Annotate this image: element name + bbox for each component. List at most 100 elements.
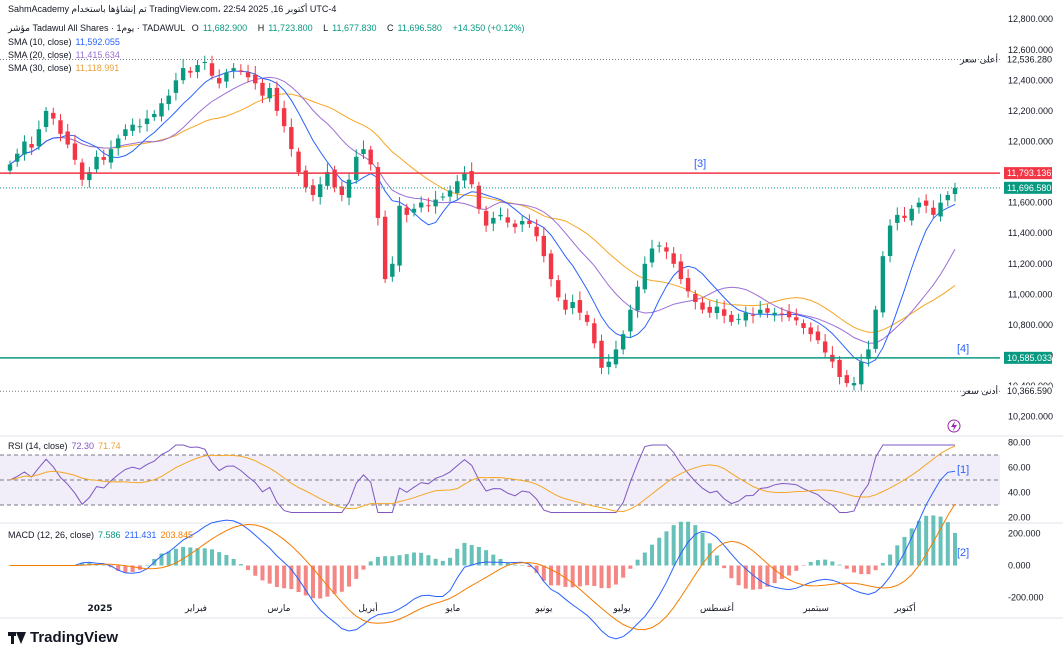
candle-body — [873, 309, 878, 349]
candle-body — [368, 149, 373, 165]
candle-body — [15, 153, 20, 162]
candle-body — [166, 95, 171, 105]
candle-body — [476, 185, 482, 209]
macd-hist-bar — [902, 536, 907, 566]
candle-body — [671, 253, 676, 264]
symbol-name[interactable]: مؤشر Tadawul All Shares · يوم1 · TADAWUL — [8, 23, 186, 33]
rsi-tick-label: 40.00 — [1008, 488, 1031, 498]
candle-body — [584, 314, 590, 322]
macd-hist-bar — [202, 548, 207, 566]
candle-body — [721, 309, 727, 316]
price-tick-label: 11,200.000 — [1008, 259, 1052, 269]
candle-body — [599, 340, 604, 368]
rsi-legend[interactable]: RSI (14, close) 72.30 71.74 — [8, 441, 125, 451]
macd-hist-bar — [700, 532, 705, 566]
macd-hist-bar — [866, 565, 871, 575]
macd-hist-bar — [650, 544, 655, 566]
candle-body — [887, 225, 893, 257]
tradingview-logo[interactable]: TradingView — [8, 629, 118, 646]
candle-body — [534, 226, 539, 237]
time-tick-label: 2025 — [87, 604, 112, 614]
candle-body — [642, 263, 648, 290]
macd-hist-bar — [332, 565, 337, 594]
macd-legend[interactable]: MACD (12, 26, close) 7.586 211.431 203.845 — [8, 530, 197, 540]
candle-body — [815, 331, 821, 341]
price-tick-label: 10,800.000 — [1008, 320, 1053, 330]
macd-value: 211.431 — [124, 530, 157, 540]
macd-hist-bar — [924, 515, 929, 566]
sma10-legend[interactable]: SMA (10, close) 11,592.055 — [8, 37, 124, 47]
macd-hist-bar — [397, 555, 402, 566]
candle-body — [123, 129, 128, 137]
candle-body — [866, 349, 871, 360]
period-low-tag-bg — [1004, 385, 1052, 398]
candle-body — [859, 361, 864, 385]
candle-body — [678, 261, 684, 280]
candle-body — [108, 149, 114, 163]
sma10-line — [9, 70, 956, 365]
macd-tick-label: -200.000 — [1008, 593, 1044, 603]
macd-hist-bar — [339, 565, 344, 592]
candle-body — [440, 196, 446, 198]
time-tick-label: يونيو — [534, 604, 553, 614]
candle-body — [483, 210, 489, 226]
annotation-2: [2] — [957, 547, 969, 559]
candle-body — [411, 208, 417, 213]
resistance-tag-bg — [1004, 167, 1052, 180]
macd-hist-bar — [462, 542, 467, 566]
macd-hist-bar — [238, 564, 243, 566]
macd-hist-bar — [751, 565, 756, 590]
candle-body — [498, 214, 503, 217]
macd-hist-bar — [888, 554, 893, 566]
sma30-legend[interactable]: SMA (30, close) 11,118.991 — [8, 63, 123, 73]
candle-body — [404, 207, 409, 215]
candle-body — [87, 172, 92, 181]
candle-body — [519, 221, 525, 225]
macd-line — [10, 470, 956, 640]
macd-hist-bar — [209, 549, 214, 566]
candle-body — [512, 223, 518, 228]
macd-hist-bar — [512, 564, 517, 566]
time-tick-label: أبريل — [358, 602, 377, 614]
candle-body — [837, 359, 842, 377]
candle-body — [152, 113, 157, 118]
candle-body — [94, 156, 99, 170]
time-tick-label: أكتوبر — [893, 602, 916, 614]
macd-hist-bar — [945, 522, 950, 566]
rsi-pane: [1] — [0, 444, 1000, 513]
signal-value: 203.845 — [160, 530, 193, 540]
period-high-tag-bg — [1004, 53, 1052, 66]
candle-body — [613, 349, 619, 365]
candle-body — [541, 235, 547, 257]
candle-body — [822, 341, 828, 353]
candle-body — [22, 141, 27, 155]
macd-hist-bar — [570, 565, 575, 588]
macd-hist-bar — [758, 565, 763, 590]
candle-body — [180, 68, 186, 81]
macd-hist-bar — [736, 565, 741, 586]
price-axis[interactable]: 12,800.000 12,600.000 12,400.000 12,200.000… — [1004, 14, 1053, 603]
candle-body — [779, 313, 785, 315]
macd-hist-bar — [527, 565, 532, 568]
macd-hist-bar — [606, 565, 611, 589]
candle-body — [750, 314, 756, 316]
rsi-tick-label: 60.00 — [1008, 463, 1031, 473]
candle-body — [635, 286, 640, 311]
annotation-3: [3] — [694, 158, 706, 170]
candle-body — [469, 171, 474, 185]
time-axis[interactable]: 2025 فبراير مارس أبريل مايو يونيو يوليو أغسطس سب… — [87, 602, 915, 614]
candle-body — [808, 327, 813, 335]
macd-hist-bar — [787, 565, 792, 576]
rsi-line — [9, 444, 955, 513]
sma20-legend[interactable]: SMA (20, close) 11,415.634 — [8, 50, 124, 60]
sma-lines — [9, 70, 956, 365]
levels: أعلى سعر أدنى سعر [3] [4] — [0, 53, 1000, 433]
candle-body — [909, 208, 914, 221]
macd-hist-bar — [808, 561, 813, 566]
candle-body — [426, 205, 431, 207]
candle-body — [317, 184, 323, 198]
macd-hist-bar — [440, 560, 445, 566]
candle-body — [916, 202, 922, 208]
macd-hist-bar — [448, 557, 453, 566]
